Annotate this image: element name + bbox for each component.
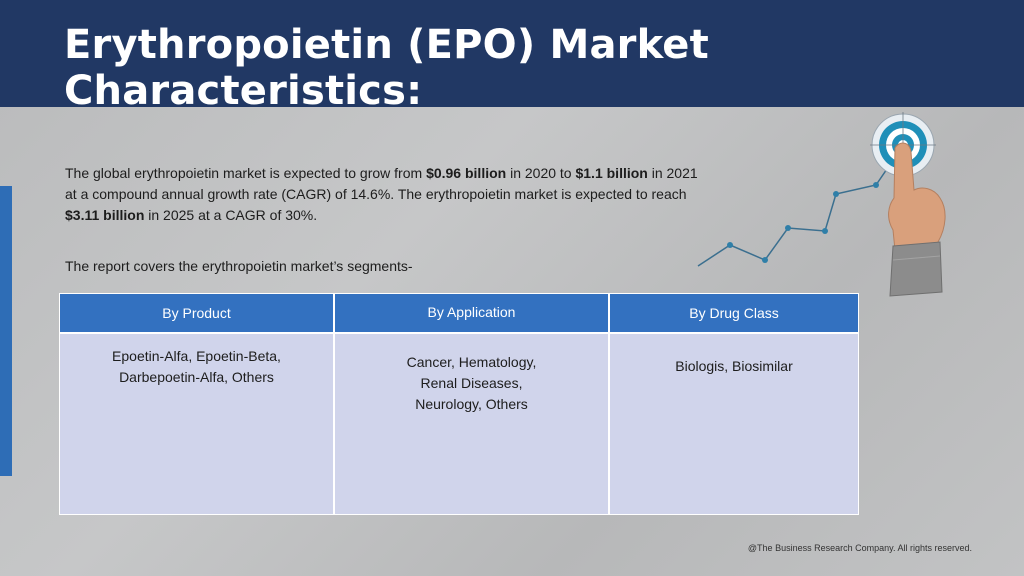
header-by-drug-class: By Drug Class xyxy=(610,294,858,334)
cell-line: Cancer, Hematology, xyxy=(406,354,537,370)
value-2020: $0.96 billion xyxy=(426,165,507,181)
header-by-product: By Product xyxy=(60,294,335,334)
side-accent-bar xyxy=(0,186,12,476)
title-bar: Erythropoietin (EPO) Market Characterist… xyxy=(0,0,1024,114)
cell-drug-classes: Biologis, Biosimilar xyxy=(610,334,858,514)
intro-text-1: The global erythropoietin market is expe… xyxy=(65,165,427,181)
growth-line xyxy=(697,149,901,267)
value-2025: $3.11 billion xyxy=(65,207,145,223)
intro-text-4: in 2025 at a CAGR of 30%. xyxy=(144,207,318,223)
value-2021: $1.1 billion xyxy=(575,165,648,181)
cell-line: Darbepoetin-Alfa, Others xyxy=(119,369,274,385)
cell-applications: Cancer, Hematology, Renal Diseases, Neur… xyxy=(335,334,610,514)
intro-paragraph: The global erythropoietin market is expe… xyxy=(65,163,705,226)
pointing-hand-icon xyxy=(888,142,946,297)
cell-line: Epoetin-Alfa, Epoetin-Beta, xyxy=(112,348,281,364)
cell-products: Epoetin-Alfa, Epoetin-Beta, Darbepoetin-… xyxy=(60,334,335,514)
intro-text-3: in 2021 at a compound annual growth rate… xyxy=(65,165,698,202)
cell-line: Renal Diseases, xyxy=(420,375,523,391)
growth-points xyxy=(727,182,879,263)
intro-text-2: in 2020 to xyxy=(506,165,576,181)
header-by-application: By Application xyxy=(335,294,610,334)
copyright-footer: @The Business Research Company. All righ… xyxy=(747,543,972,553)
growth-chart-icon xyxy=(697,112,946,297)
segment-table: By Product By Application By Drug Class … xyxy=(59,293,859,515)
cell-line: Neurology, Others xyxy=(415,396,528,412)
segments-intro: The report covers the erythropoietin mar… xyxy=(65,258,413,274)
cell-line: Biologis, Biosimilar xyxy=(675,358,793,374)
page-title: Erythropoietin (EPO) Market Characterist… xyxy=(64,22,709,114)
